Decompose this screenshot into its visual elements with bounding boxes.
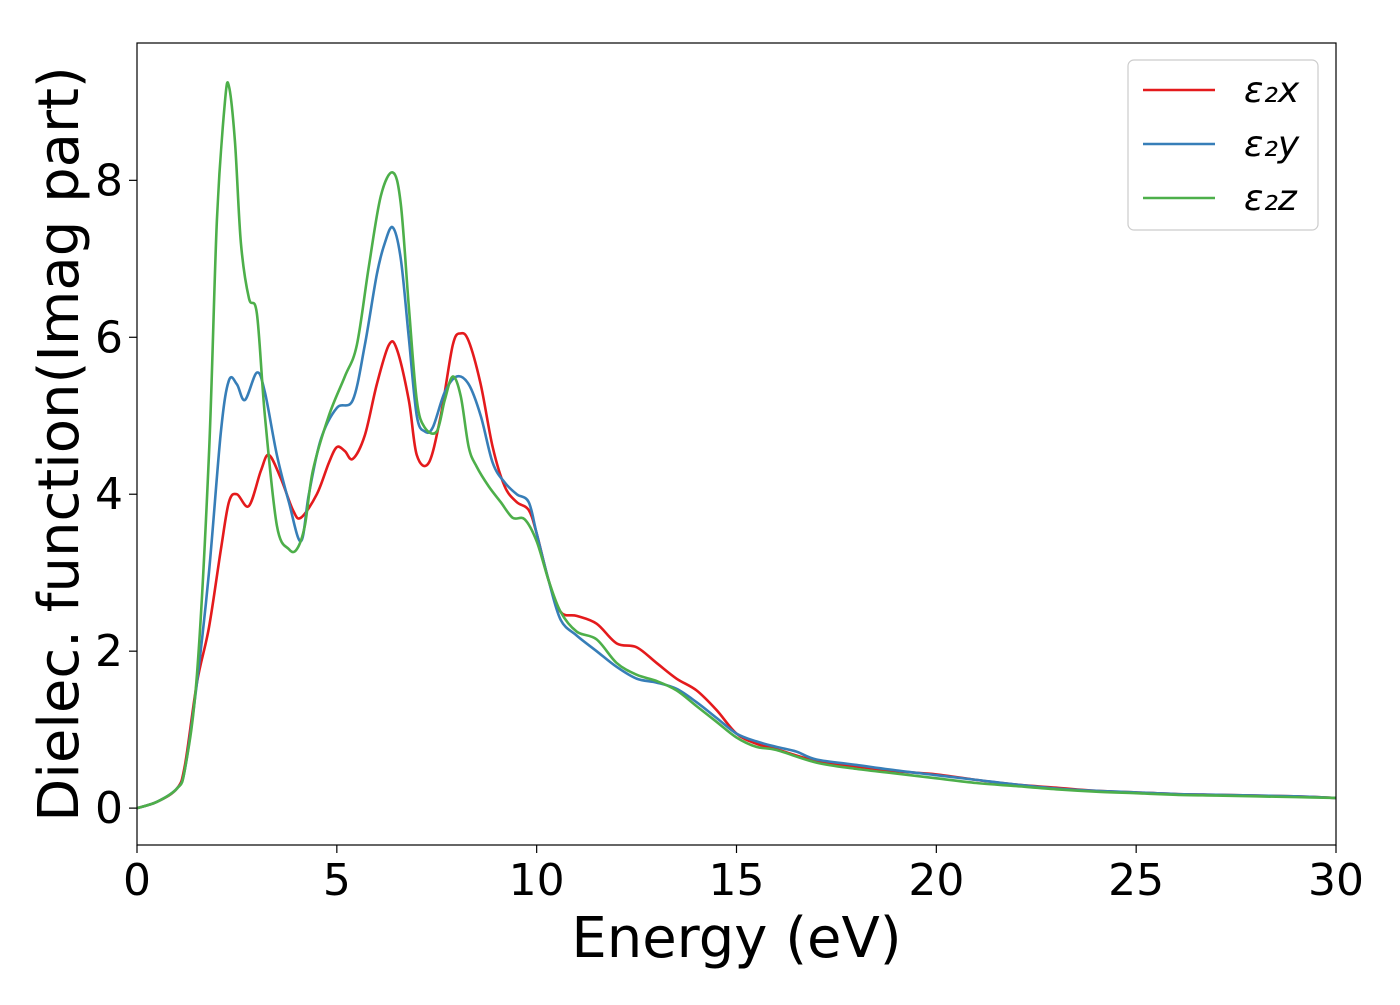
x-tick-label: 5: [323, 855, 351, 906]
legend-label-3: ε₂z: [1244, 178, 1298, 219]
y-tick-label: 2: [95, 626, 123, 677]
y-tick-label: 0: [95, 783, 123, 834]
y-tick-label: 4: [95, 469, 123, 520]
series-line-3: [136, 81, 1337, 810]
x-tick-label: 25: [1108, 855, 1164, 906]
x-tick-label: 10: [509, 855, 565, 906]
legend-label-1: ε₂x: [1244, 70, 1300, 111]
series-layer: [136, 81, 1337, 810]
legend-box: [1127, 59, 1319, 231]
legend-entries: ε₂x ε₂y ε₂z: [1143, 70, 1300, 219]
legend-label-2: ε₂y: [1244, 124, 1300, 165]
x-tick-label: 0: [123, 855, 151, 906]
y-axis-title: Dielec. function(Imag part): [27, 66, 92, 822]
x-axis-title: Energy (eV): [571, 906, 901, 971]
x-tick-label: 20: [908, 855, 964, 906]
y-axis-ticks: 0 2 4 6 8: [95, 155, 137, 834]
x-axis-ticks: 0 5 10 15 20 25 30: [123, 845, 1364, 906]
series-line-2: [136, 225, 1337, 810]
y-tick-label: 6: [95, 312, 123, 363]
legend: ε₂x ε₂y ε₂z: [1127, 59, 1319, 231]
x-tick-label: 30: [1308, 855, 1364, 906]
x-tick-label: 15: [709, 855, 765, 906]
y-tick-label: 8: [95, 155, 123, 206]
